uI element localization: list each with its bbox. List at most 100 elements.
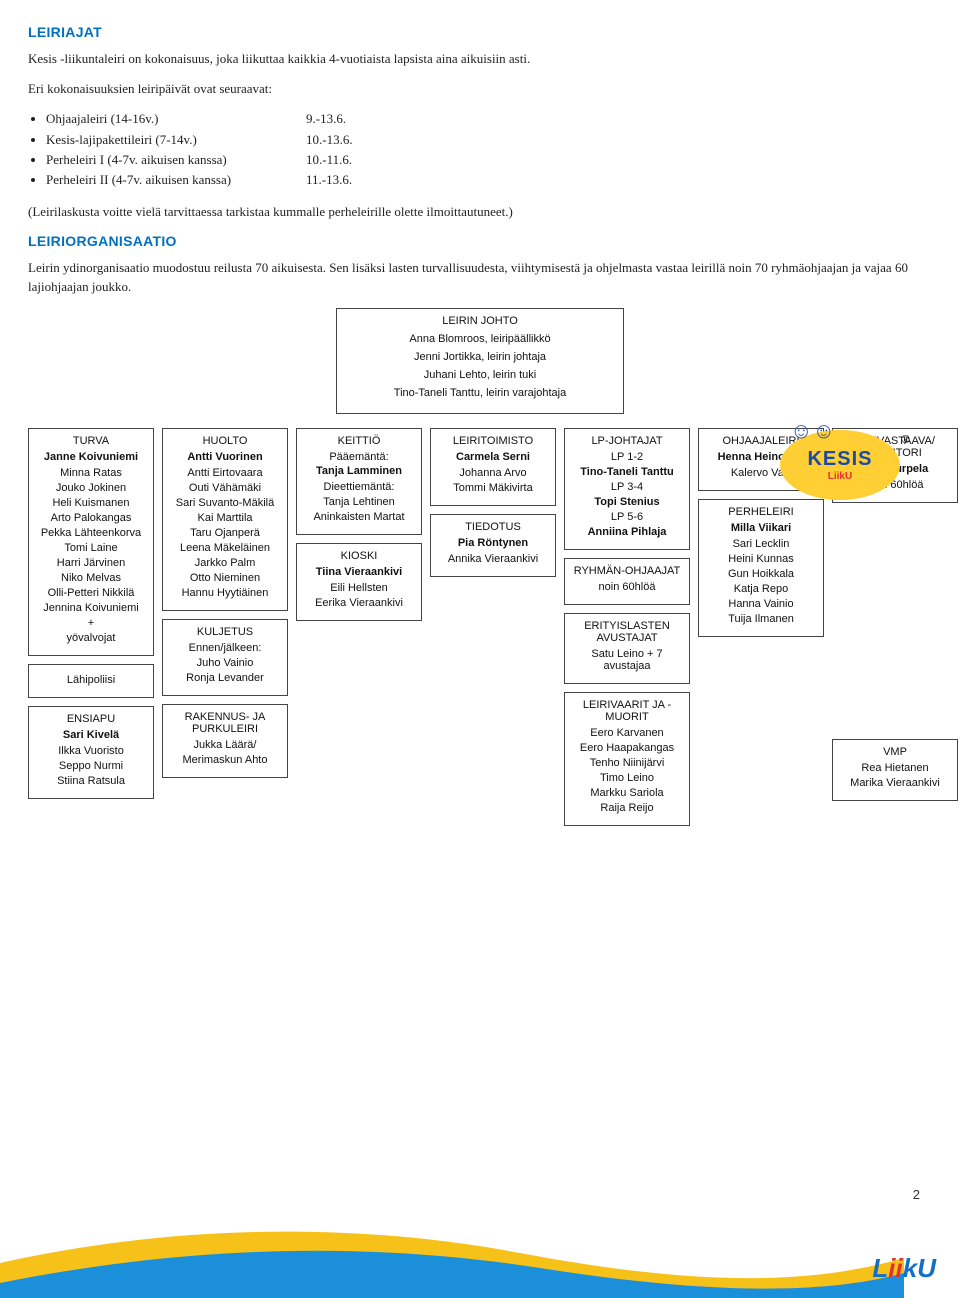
page-number: 2 [913,1187,920,1202]
box-title: RAKENNUS- JA PURKULEIRI [171,711,279,735]
box-title: KULJETUS [171,626,279,638]
box-lead: Tanja Lamminen [305,465,413,477]
box-line: Eero Haapakangas [573,742,681,754]
schedule-item: Perheleiri I (4-7v. aikuisen kanssa)10.-… [46,151,932,169]
box-line: Harri Järvinen [37,557,145,569]
johto-line: Jenni Jortikka, leirin johtaja [345,351,615,363]
box-line: yövalvojat [37,632,145,644]
org-box: LEIRITOIMISTO Carmela Serni Johanna Arvo To… [430,428,556,506]
box-line: noin 60hlöä [573,581,681,593]
box-title: KEITTIÖ [305,435,413,447]
box-line: Tino-Taneli Tanttu [573,466,681,478]
box-line: Antti Eirtovaara [171,467,279,479]
box-line: Sari Lecklin [707,538,815,550]
box-lead: Pia Röntynen [439,537,547,549]
heading-leiriorg: LEIRIORGANISAATIO [28,233,932,249]
paragraph-lead2: Eri kokonaisuuksien leiripäivät ovat seu… [28,80,932,98]
box-title: KIOSKI [305,550,413,562]
box-title: LEIRITOIMISTO [439,435,547,447]
liiku-logo: LiikU [872,1253,936,1284]
footer-wave [0,1208,904,1298]
box-leirin-johto: LEIRIN JOHTO Anna Blomroos, leiripäällik… [336,308,624,414]
box-line: Sari Suvanto-Mäkilä [171,497,279,509]
schedule-item: Ohjaajaleiri (14-16v.)9.-13.6. [46,110,932,128]
box-line: Kai Marttila [171,512,279,524]
logo-text: KESIS [807,448,872,471]
box-line: Raija Reijo [573,802,681,814]
box-line: Marika Vieraankivi [841,777,949,789]
box-line: Topi Stenius [573,496,681,508]
box-lead: Antti Vuorinen [171,451,279,463]
box-sub: Pääemäntä: [305,451,413,463]
box-lead: Tiina Vieraankivi [305,566,413,578]
box-line: Stiina Ratsula [37,775,145,787]
box-line: Lähipoliisi [37,674,145,686]
box-line: Heini Kunnas [707,553,815,565]
box-lead: Carmela Serni [439,451,547,463]
box-line: Tommi Mäkivirta [439,482,547,494]
org-box: RYHMÄN-OHJAAJAT noin 60hlöä [564,558,690,605]
box-lead: Milla Viikari [707,522,815,534]
box-title: ENSIAPU [37,713,145,725]
box-line: Arto Palokangas [37,512,145,524]
box-line: Minna Ratas [37,467,145,479]
box-line: Olli-Petteri Nikkilä [37,587,145,599]
paragraph-lead1: Kesis -liikuntaleiri on kokonaisuus, jok… [28,50,932,68]
box-line: Ilkka Vuoristo [37,745,145,757]
box-lead: Sari Kivelä [37,729,145,741]
box-lead: Janne Koivuniemi [37,451,145,463]
org-box: KIOSKITiina VieraankiviEili HellstenEeri… [296,543,422,621]
schedule-item: Kesis-lajipakettileiri (7-14v.)10.-13.6. [46,131,932,149]
box-line: Taru Ojanperä [171,527,279,539]
box-title: TURVA [37,435,145,447]
org-box: LP-JOHTAJAT LP 1-2 Tino-Taneli Tanttu LP 3-… [564,428,690,550]
org-box: KULJETUSEnnen/jälkeen:Juho VainioRonja L… [162,619,288,696]
box-title: RYHMÄN-OHJAAJAT [573,565,681,577]
johto-line: Juhani Lehto, leirin tuki [345,369,615,381]
box-line: Juho Vainio [171,657,279,669]
box-line: Leena Mäkeläinen [171,542,279,554]
org-box: TIEDOTUS Pia Röntynen Annika Vieraankivi [430,514,556,577]
box-line: Satu Leino + 7 avustajaa [573,648,681,672]
box-line: Tanja Lehtinen [305,496,413,508]
box-line: Ennen/jälkeen: [171,642,279,654]
box-line: Katja Repo [707,583,815,595]
box-line: Jarkko Palm [171,557,279,569]
box-line: Heli Kuismanen [37,497,145,509]
box-line: Outi Vähämäki [171,482,279,494]
box-line: Jennina Koivuniemi [37,602,145,614]
box-title: VMP [841,746,949,758]
box-line: LP 3-4 [573,481,681,493]
box-title: LP-JOHTAJAT [573,435,681,447]
box-line: LP 1-2 [573,451,681,463]
johto-title: LEIRIN JOHTO [345,315,615,327]
box-line: Dieettiemäntä: [305,481,413,493]
org-box: VMP Rea Hietanen Marika Vieraankivi [832,739,958,801]
box-line: Markku Sariola [573,787,681,799]
box-line: Niko Melvas [37,572,145,584]
org-box: ERITYISLASTEN AVUSTAJAT Satu Leino + 7 av… [564,613,690,684]
org-box: ENSIAPUSari KiveläIlkka VuoristoSeppo Nu… [28,706,154,799]
box-title: ERITYISLASTEN AVUSTAJAT [573,620,681,644]
box-line: Pekka Lähteenkorva [37,527,145,539]
box-line: Otto Nieminen [171,572,279,584]
org-box: HUOLTO Antti Vuorinen Antti Eirtovaara Outi… [162,428,288,611]
kesis-logo: ☺☺ ® KESIS LiikU [780,430,920,520]
box-line: Timo Leino [573,772,681,784]
box-title: LEIRIVAARIT JA -MUORIT [573,699,681,723]
box-line: Tuija Ilmanen [707,613,815,625]
box-line: Tenho Niinijärvi [573,757,681,769]
box-title: HUOLTO [171,435,279,447]
box-line: Tomi Laine [37,542,145,554]
box-title: TIEDOTUS [439,521,547,533]
schedule-item: Perheleiri II (4-7v. aikuisen kanssa)11.… [46,171,932,189]
box-line: Eili Hellsten [305,582,413,594]
box-line: Rea Hietanen [841,762,949,774]
box-line: Johanna Arvo [439,467,547,479]
box-line: Anniina Pihlaja [573,526,681,538]
org-box: Lähipoliisi [28,664,154,698]
heading-leiriajat: LEIRIAJAT [28,24,932,40]
johto-line: Anna Blomroos, leiripäällikkö [345,333,615,345]
box-line: Eero Karvanen [573,727,681,739]
box-line: Annika Vieraankivi [439,553,547,565]
